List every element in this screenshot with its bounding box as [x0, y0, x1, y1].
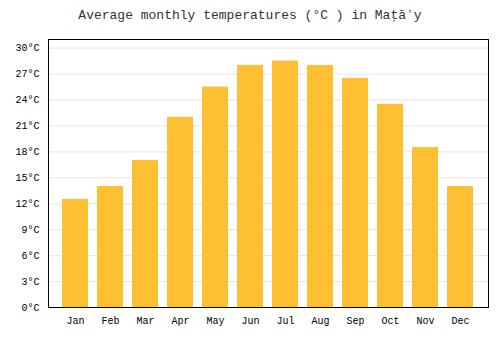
svg-text:Jul: Jul — [276, 316, 294, 327]
svg-text:Jun: Jun — [241, 316, 259, 327]
svg-text:Dec: Dec — [451, 316, 469, 327]
svg-text:Nov: Nov — [416, 316, 434, 327]
svg-text:6°C: 6°C — [21, 251, 39, 262]
svg-text:Jan: Jan — [66, 316, 84, 327]
svg-text:12°C: 12°C — [15, 199, 39, 210]
svg-text:Mar: Mar — [136, 316, 154, 327]
svg-text:9°C: 9°C — [21, 225, 39, 236]
svg-text:Aug: Aug — [311, 316, 329, 327]
svg-text:May: May — [206, 316, 224, 327]
svg-text:3°C: 3°C — [21, 277, 39, 288]
svg-text:21°C: 21°C — [15, 121, 39, 132]
html-text:Average monthly temperatures (: Average monthly temperatures (°C ) in Ma… — [78, 8, 422, 23]
svg-text:Apr: Apr — [171, 316, 189, 327]
svg-text:24°C: 24°C — [15, 95, 39, 106]
svg-text:18°C: 18°C — [15, 147, 39, 158]
svg-text:15°C: 15°C — [15, 173, 39, 184]
svg-text:Oct: Oct — [381, 316, 399, 327]
svg-text:Sep: Sep — [346, 316, 364, 327]
svg-text:30°C: 30°C — [15, 43, 39, 54]
svg-text:Feb: Feb — [101, 316, 119, 327]
svg-text:27°C: 27°C — [15, 69, 39, 80]
svg-text:0°C: 0°C — [21, 303, 39, 314]
